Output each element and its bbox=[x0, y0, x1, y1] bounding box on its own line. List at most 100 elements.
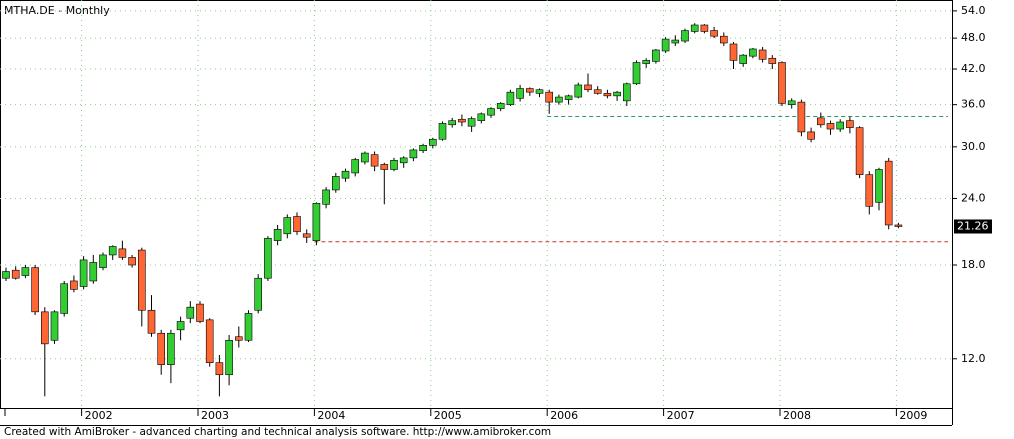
candle-body bbox=[176, 321, 185, 331]
candle-body bbox=[215, 362, 224, 376]
candle-body bbox=[331, 176, 340, 191]
y-tick-label: 24.0 bbox=[961, 191, 986, 204]
candle-body bbox=[700, 24, 709, 32]
candle-body bbox=[399, 157, 408, 164]
x-tick-label: 2005 bbox=[434, 409, 462, 422]
candle-body bbox=[448, 120, 457, 126]
candle-body bbox=[865, 174, 874, 207]
y-tick-label: 12.0 bbox=[961, 352, 986, 365]
candle-body bbox=[690, 24, 699, 32]
x-tick-label: 2004 bbox=[317, 409, 345, 422]
candle-body bbox=[302, 233, 311, 238]
candle-body bbox=[390, 160, 398, 170]
candle-body bbox=[31, 267, 39, 313]
x-tick-label: 2003 bbox=[201, 409, 229, 422]
candle-body bbox=[719, 35, 728, 44]
last-price-box bbox=[954, 219, 992, 234]
candle-body bbox=[545, 91, 554, 103]
candle-body bbox=[273, 229, 282, 241]
candle-body bbox=[826, 123, 835, 130]
candle-body bbox=[167, 332, 175, 365]
candle-body bbox=[283, 217, 292, 235]
candle-body bbox=[836, 121, 845, 130]
chart-title: MTHA.DE - Monthly bbox=[4, 4, 110, 17]
candle-body bbox=[749, 48, 757, 57]
y-tick-label: 54.0 bbox=[961, 4, 986, 17]
candle-body bbox=[50, 311, 59, 341]
x-tick-label: 2008 bbox=[783, 409, 811, 422]
candle-body bbox=[739, 54, 748, 64]
candle-body bbox=[341, 170, 350, 179]
candle-body bbox=[157, 332, 165, 365]
candle-body bbox=[147, 309, 156, 334]
candle-body bbox=[797, 101, 806, 133]
candle-body bbox=[574, 84, 583, 98]
candle-body bbox=[729, 43, 738, 61]
candle-body bbox=[535, 89, 544, 94]
candle-body bbox=[322, 189, 330, 205]
candle-body bbox=[361, 152, 369, 163]
y-tick-label: 36.0 bbox=[961, 98, 986, 111]
candle-body bbox=[681, 30, 689, 42]
x-tick-label: 2006 bbox=[550, 409, 578, 422]
candle-body bbox=[807, 131, 815, 140]
candle-body bbox=[816, 117, 825, 126]
candle-body bbox=[496, 103, 505, 109]
candle-body bbox=[419, 144, 427, 152]
candle-body bbox=[409, 149, 418, 159]
candle-body bbox=[758, 49, 767, 60]
candle-body bbox=[593, 89, 602, 94]
candle-body bbox=[428, 138, 437, 146]
candle-body bbox=[613, 91, 621, 97]
candle-body bbox=[652, 49, 660, 62]
candle-body bbox=[787, 100, 796, 105]
x-tick-label: 2009 bbox=[899, 409, 927, 422]
candle-body bbox=[884, 160, 893, 226]
candle-body bbox=[894, 224, 903, 227]
candle-body bbox=[11, 269, 20, 279]
candle-body bbox=[564, 95, 573, 100]
candle-body bbox=[293, 216, 301, 232]
candle-body bbox=[264, 238, 272, 279]
candle-body bbox=[128, 257, 136, 266]
candle-body bbox=[584, 84, 592, 91]
candle-body bbox=[875, 169, 883, 203]
candle-body bbox=[118, 248, 127, 258]
candle-body bbox=[196, 303, 204, 322]
candle-body bbox=[89, 262, 98, 282]
candle-body bbox=[312, 203, 321, 241]
candle-body bbox=[244, 313, 253, 341]
candle-body bbox=[351, 159, 360, 174]
candle-body bbox=[370, 154, 379, 167]
candle-body bbox=[622, 83, 631, 102]
candle-body bbox=[778, 62, 786, 104]
candle-body bbox=[70, 280, 78, 290]
candle-body bbox=[79, 259, 88, 287]
candle-body bbox=[642, 60, 651, 64]
candle-body bbox=[254, 277, 262, 311]
candle-body bbox=[768, 57, 777, 64]
candle-body bbox=[516, 88, 524, 99]
candle-body bbox=[138, 249, 146, 311]
candle-body bbox=[99, 254, 107, 268]
plot-frame bbox=[0, 0, 953, 409]
candle-body bbox=[438, 123, 447, 140]
candle-body bbox=[235, 336, 243, 341]
candle-body bbox=[205, 319, 214, 363]
candle-body bbox=[710, 30, 718, 37]
candle-body bbox=[555, 96, 563, 103]
x-tick-label: 2007 bbox=[667, 409, 695, 422]
candle-body bbox=[467, 118, 476, 127]
candle-body bbox=[458, 118, 466, 123]
candle-body bbox=[671, 39, 680, 44]
candle-body bbox=[855, 127, 864, 175]
candle-body bbox=[40, 311, 49, 345]
candle-body bbox=[108, 246, 117, 256]
y-tick-label: 48.0 bbox=[961, 31, 986, 44]
candle-body bbox=[2, 271, 10, 279]
candle-body bbox=[525, 88, 534, 93]
candle-body bbox=[380, 164, 389, 170]
y-tick-label: 18.0 bbox=[961, 258, 986, 271]
